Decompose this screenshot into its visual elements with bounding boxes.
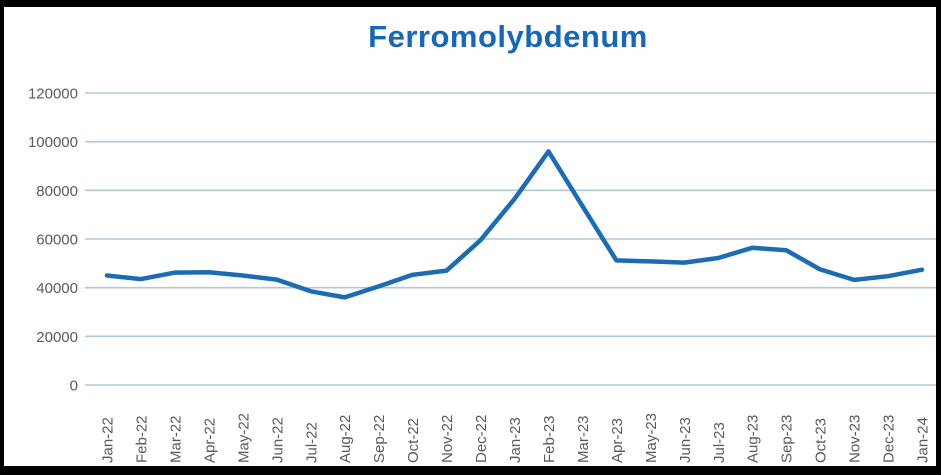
x-tick-label: Apr-22 — [201, 418, 218, 463]
y-tick-label: 0 — [70, 378, 78, 395]
y-tick-label: 100000 — [28, 134, 78, 151]
x-tick-label: Feb-22 — [133, 415, 150, 463]
x-tick-label: Oct-22 — [405, 418, 422, 463]
y-tick-label: 80000 — [36, 183, 78, 200]
x-tick-label: Feb-23 — [541, 415, 558, 463]
y-tick-label: 40000 — [36, 280, 78, 297]
y-axis-labels: 0 20000 40000 60000 80000 100000 120000 — [28, 86, 78, 395]
x-tick-label: Sep-22 — [371, 415, 388, 463]
x-tick-label: Jul-22 — [303, 422, 320, 463]
x-tick-label: Nov-23 — [847, 415, 864, 463]
chart-title: Ferromolybdenum — [368, 19, 648, 54]
frame-edge — [936, 0, 941, 475]
y-tick-label: 20000 — [36, 329, 78, 346]
x-tick-label: Mar-22 — [167, 415, 184, 463]
frame-edge — [0, 0, 941, 7]
x-tick-label: Aug-23 — [745, 415, 762, 463]
frame-edge — [0, 466, 941, 475]
x-tick-label: Jan-23 — [507, 417, 524, 463]
x-tick-label: Nov-22 — [439, 415, 456, 463]
x-tick-label: Sep-23 — [779, 415, 796, 463]
data-line-ferromolybdenum — [104, 149, 925, 300]
x-tick-label: Dec-23 — [881, 415, 898, 463]
frame-edge — [0, 0, 4, 475]
x-tick-label: Aug-22 — [337, 415, 354, 463]
y-tick-label: 120000 — [28, 86, 78, 103]
x-tick-label: May-23 — [643, 413, 660, 463]
x-tick-label: May-22 — [235, 413, 252, 463]
x-tick-label: Oct-23 — [813, 418, 830, 463]
x-tick-label: Jun-23 — [677, 417, 694, 463]
gridlines — [85, 92, 936, 386]
x-tick-label: Mar-23 — [575, 415, 592, 463]
x-axis-labels: Jan-22 Feb-22 Mar-22 Apr-22 May-22 Jun-22 Jul-… — [100, 413, 932, 463]
x-tick-label: Apr-23 — [609, 418, 626, 463]
x-tick-label: Jan-22 — [100, 417, 117, 463]
x-tick-label: Jan-24 — [915, 417, 932, 463]
x-tick-label: Jun-22 — [269, 417, 286, 463]
y-tick-label: 60000 — [36, 232, 78, 249]
x-tick-label: Jul-23 — [711, 422, 728, 463]
x-tick-label: Dec-22 — [473, 415, 490, 463]
